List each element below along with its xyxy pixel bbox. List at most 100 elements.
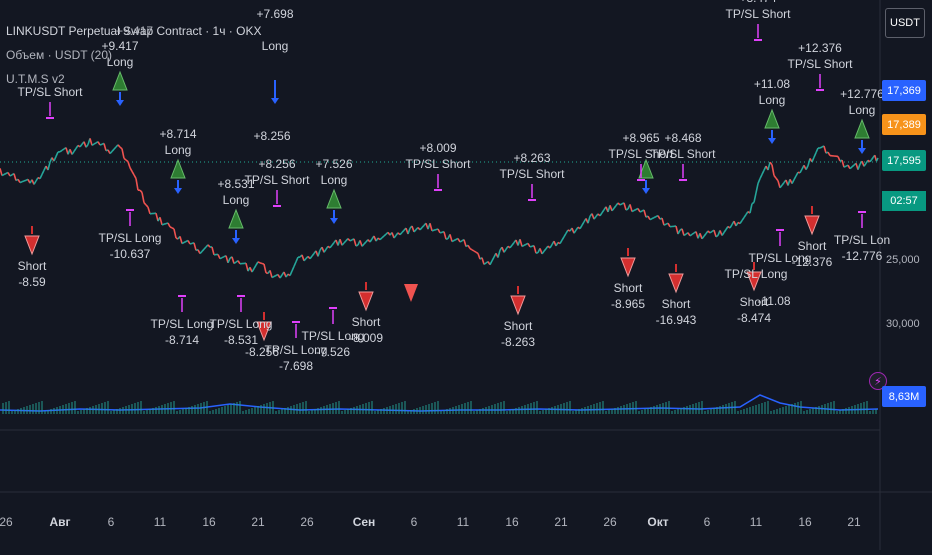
long-label: Long — [849, 103, 876, 117]
volume-bar — [773, 410, 775, 414]
volume-bar — [545, 409, 547, 414]
volume-bar — [446, 409, 448, 414]
volume-bar — [479, 409, 481, 414]
volume-bar — [401, 402, 403, 414]
currency-button[interactable]: USDT — [885, 8, 925, 38]
time-axis-label: 16 — [505, 515, 519, 529]
volume-bar — [500, 402, 502, 414]
volume-bar — [353, 407, 355, 414]
volume-bar — [779, 408, 781, 414]
short-label: Short — [352, 315, 381, 329]
volume-bar — [218, 408, 220, 414]
volume-bar — [263, 404, 265, 414]
legend-indicator[interactable]: U.T.M.S v2 — [6, 72, 65, 86]
volume-bar — [527, 404, 529, 414]
volume-bar — [761, 403, 763, 414]
volume-bar — [809, 409, 811, 414]
tp-sl-value: +8.468 — [664, 131, 701, 145]
volume-bar — [239, 401, 241, 414]
volume-bar — [671, 411, 673, 414]
volume-bar — [587, 406, 589, 414]
volume-bar — [287, 407, 289, 414]
price-segment — [650, 219, 652, 220]
volume-bar — [524, 405, 526, 414]
volume-bar — [152, 408, 154, 414]
volume-bar — [557, 405, 559, 414]
tp-sl-value: +8.256 — [258, 157, 295, 171]
volume-bar — [413, 409, 415, 414]
volume-bar — [254, 407, 256, 414]
volume-bar — [65, 404, 67, 414]
volume-bar — [494, 404, 496, 414]
legend-volume[interactable]: Объем · USDT (20) — [6, 48, 112, 62]
volume-bar — [560, 404, 562, 414]
volume-bar — [248, 409, 250, 414]
volume-bar — [344, 410, 346, 414]
volume-bar — [458, 405, 460, 414]
volume-bar — [329, 404, 331, 414]
volume-bar — [20, 408, 22, 414]
volume-bar — [590, 405, 592, 414]
time-axis-label: 11 — [750, 515, 763, 529]
volume-bar — [434, 402, 436, 414]
volume-bar — [626, 404, 628, 414]
volume-bar — [200, 403, 202, 414]
volume-bar — [176, 411, 178, 414]
short-label: Short — [662, 297, 691, 311]
volume-bar — [251, 408, 253, 414]
volume-bar — [347, 409, 349, 414]
volume-bar — [695, 403, 697, 414]
volume-bar — [338, 401, 340, 414]
volume-bar — [155, 407, 157, 414]
volume-bar — [725, 404, 727, 414]
volume-bar — [860, 403, 862, 414]
short-label: Short — [614, 281, 643, 295]
tp-sl-value: -7.698 — [279, 359, 313, 373]
volume-bar — [326, 405, 328, 414]
volume-bar — [644, 409, 646, 414]
volume-bar — [53, 408, 55, 414]
time-axis-label: 26 — [0, 515, 13, 529]
volume-bar — [296, 404, 298, 414]
volume-bar — [578, 409, 580, 414]
volume-bar — [599, 402, 601, 414]
volume-bar — [425, 405, 427, 414]
price-segment — [350, 240, 352, 241]
price-segment — [632, 211, 634, 212]
time-axis-label: 11 — [457, 515, 470, 529]
price-segment — [182, 243, 184, 244]
volume-bar — [356, 406, 358, 414]
volume-bar — [257, 406, 259, 414]
volume-bar — [872, 410, 874, 414]
short-value: -8.474 — [737, 311, 771, 325]
volume-bar — [194, 405, 196, 414]
volume-bar — [803, 411, 805, 414]
volume-bar — [701, 401, 703, 414]
annotation-label: Long — [262, 39, 289, 53]
volume-bar — [110, 411, 112, 414]
volume-bar — [50, 409, 52, 414]
volume-bar — [728, 403, 730, 414]
price-segment — [620, 204, 622, 205]
tp-sl-label: TP/SL Long — [99, 231, 162, 245]
volume-bar — [680, 408, 682, 414]
volume-bar — [191, 406, 193, 414]
volume-bar — [170, 402, 172, 414]
price-tag-orange: 17,389 — [882, 114, 926, 135]
volume-bar — [623, 405, 625, 414]
volume-bar — [758, 404, 760, 414]
annotation-label: -11.08 — [757, 294, 790, 308]
volume-bar — [689, 405, 691, 414]
legend-symbol[interactable]: LINKUSDT Perpetual Swap Contract · 1ч · … — [6, 24, 261, 38]
volume-bar — [419, 407, 421, 414]
volume-bar — [812, 408, 814, 414]
price-segment — [162, 224, 164, 225]
volume-bar — [305, 401, 307, 414]
price-segment — [4, 174, 6, 175]
volume-bar — [134, 403, 136, 414]
price-segment — [190, 243, 192, 244]
price-segment — [476, 252, 478, 253]
volume-bar — [212, 410, 214, 414]
volume-bar — [38, 402, 40, 414]
